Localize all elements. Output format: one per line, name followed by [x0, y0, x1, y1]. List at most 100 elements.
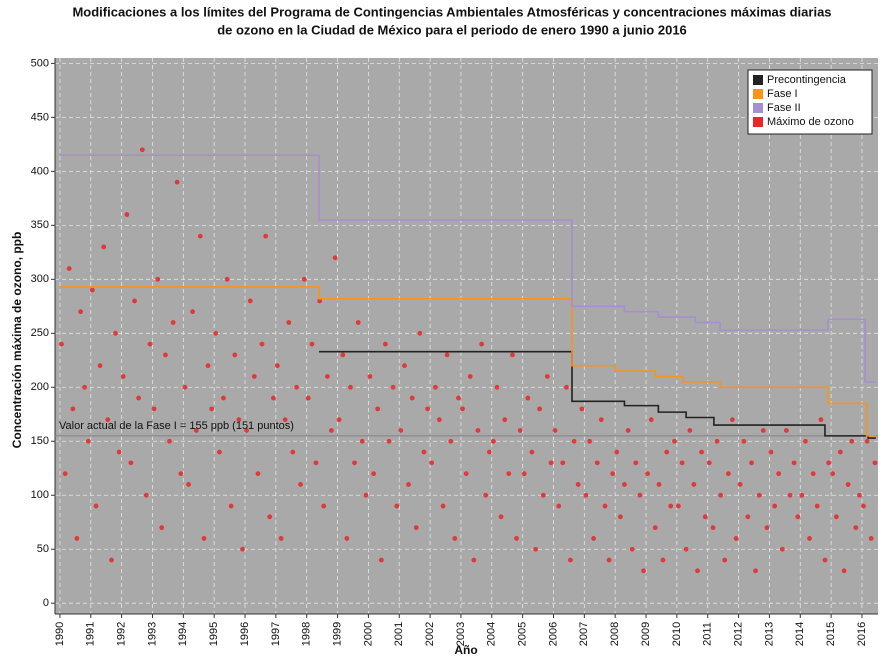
ozone-point: [533, 546, 538, 552]
ozone-point: [807, 536, 812, 541]
ozone-point: [795, 514, 801, 520]
ozone-point: [432, 384, 438, 390]
x-tick-label: 1994: [177, 622, 189, 646]
ozone-point: [224, 276, 230, 282]
ozone-point: [849, 438, 855, 444]
ozone-point: [772, 503, 778, 509]
ozone-point: [452, 536, 458, 541]
ozone-point: [275, 363, 280, 369]
ozone-point: [679, 460, 685, 466]
x-tick-label: 2015: [825, 622, 837, 646]
ozone-point: [340, 352, 346, 358]
ozone-point: [683, 546, 689, 552]
ozone-point: [309, 341, 315, 347]
legend-label: Fase I: [767, 88, 798, 100]
ozone-point: [70, 406, 76, 412]
ozone-point: [730, 417, 735, 423]
ozone-point: [706, 460, 712, 466]
ozone-point: [687, 428, 693, 433]
y-tick-label: 250: [31, 327, 49, 339]
ozone-point: [699, 449, 704, 455]
plot-area: [55, 58, 878, 614]
ozone-point: [89, 287, 95, 293]
ozone-point: [139, 147, 145, 153]
y-tick-label: 100: [31, 489, 49, 501]
ozone-point: [105, 417, 111, 423]
legend-box: [747, 69, 873, 135]
ozone-point: [529, 449, 535, 455]
ozone-point: [221, 395, 226, 401]
ozone-point: [182, 384, 188, 390]
ozone-point: [255, 471, 261, 477]
ozone-point: [413, 525, 419, 531]
ozone-point: [429, 460, 435, 466]
x-tick-label: 1990: [54, 622, 66, 646]
ozone-point: [471, 557, 477, 563]
ozone-point: [332, 255, 338, 261]
x-tick-label: 2002: [424, 622, 436, 646]
ozone-point: [355, 320, 361, 325]
ozone-point: [390, 384, 396, 390]
y-tick-label: 350: [31, 219, 49, 231]
ozone-point: [247, 298, 253, 304]
ozone-point: [240, 546, 245, 552]
ozone-point: [217, 449, 222, 455]
ozone-point: [749, 460, 754, 466]
ozone-point: [136, 395, 141, 401]
legend-swatch: [753, 117, 763, 127]
ozone-point: [286, 320, 292, 325]
x-tick-label: 2007: [578, 622, 590, 646]
step-line: [59, 154, 876, 383]
ozone-point: [132, 298, 137, 304]
x-tick-label: 2014: [794, 622, 806, 646]
ozone-point: [594, 460, 600, 466]
ozone-point: [722, 557, 728, 563]
x-tick-label: 2000: [362, 622, 374, 646]
ozone-point: [232, 352, 238, 358]
ozone-point: [186, 482, 191, 487]
legend-swatch: [753, 75, 763, 85]
y-axis-label: Concentración máxima de ozono, ppb: [10, 232, 24, 449]
ozone-point: [151, 406, 157, 412]
ozone-point: [174, 179, 180, 185]
ozone-point: [725, 471, 731, 477]
ozone-point: [818, 417, 824, 423]
ozone-point: [672, 438, 677, 444]
ozone-point: [305, 395, 311, 401]
ozone-point: [417, 330, 423, 336]
ozone-point: [830, 471, 836, 477]
ozone-point: [799, 492, 805, 498]
y-tick-label: 300: [31, 273, 49, 285]
ozone-point: [163, 352, 168, 358]
x-tick-label: 1999: [331, 622, 343, 646]
ozone-point: [826, 460, 832, 466]
ozone-point: [602, 503, 608, 509]
x-tick-label: 2005: [517, 622, 529, 646]
ozone-point: [652, 525, 658, 531]
scatter-points: [59, 147, 878, 574]
y-tick-label: 200: [31, 381, 49, 393]
x-tick-label: 1997: [270, 622, 282, 646]
ozone-point: [336, 417, 342, 423]
ozone-point: [587, 438, 592, 444]
ozone-point: [695, 568, 700, 574]
ozone-point: [625, 428, 631, 433]
ozone-point: [97, 363, 103, 369]
x-tick-label: 2004: [486, 622, 498, 646]
ozone-point: [344, 536, 350, 541]
ozone-point: [610, 471, 616, 477]
ozone-point: [251, 374, 257, 379]
ozone-point: [467, 374, 473, 379]
ozone-point: [359, 438, 365, 444]
step-line: [59, 286, 876, 437]
ozone-point: [267, 514, 273, 520]
ozone-point: [540, 492, 546, 498]
ozone-point: [637, 492, 643, 498]
ozone-point: [556, 503, 562, 509]
ozone-point: [436, 417, 442, 423]
x-tick-label: 2009: [640, 622, 652, 646]
ozone-point: [78, 309, 84, 315]
ozone-point: [197, 233, 203, 239]
ozone-point: [733, 536, 739, 541]
